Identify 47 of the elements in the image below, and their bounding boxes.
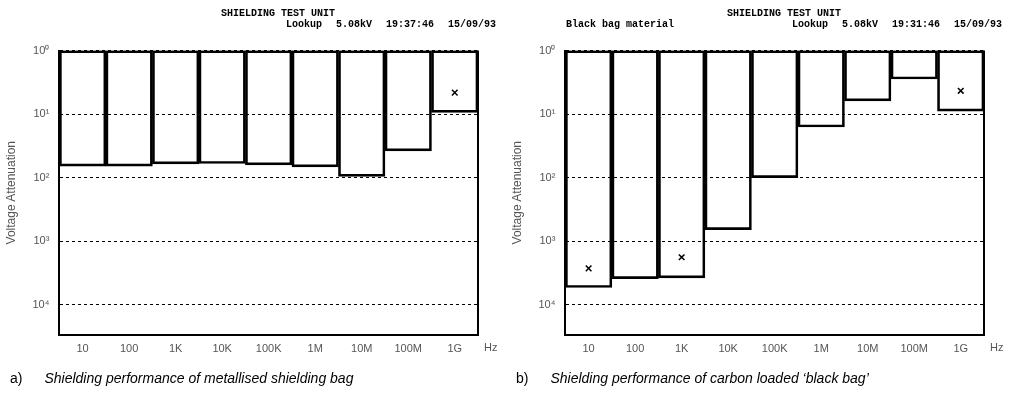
x-tick-label: 10K [212,342,233,355]
y-axis-title: Voltage Attenuation [3,140,18,245]
x-tick-label: 1K [674,342,690,355]
text: 19:31:46 [891,19,940,30]
y-tick-label: 10⁰ [539,43,556,56]
x-tick-label: 1M [307,342,323,355]
x-tick-label: 10K [718,342,739,355]
text: 15/09/93 [447,19,496,30]
y-tick-label: 10² [539,170,556,183]
y-tick-label: 10⁴ [538,297,556,310]
y-tick-label: 10¹ [539,107,556,120]
text: 5.08kV [841,19,878,30]
text: 5.08kV [335,19,372,30]
y-tick-label: 10³ [539,234,556,247]
x-tick-label: 100M [394,342,422,355]
text: Lookup [791,19,828,30]
y-axis-title: Voltage Attenuation [509,140,524,245]
x-tick-label: 10M [351,342,373,355]
x-tick-label: 100 [119,342,139,355]
x-tick-label: 100 [625,342,645,355]
chart-subtitle: Black bag material [566,19,675,30]
text: Shielding performance of metallised shielding bag [44,370,354,386]
x-tick-label: 1G [447,342,463,355]
y-tick-label: 10³ [33,234,50,247]
x-tick-label: 100K [761,342,789,355]
x-tick-label: 100K [255,342,283,355]
text: 15/09/93 [953,19,1002,30]
x-tick-label: 10 [582,342,595,355]
x-tick-label: 10 [76,342,89,355]
text: b) [516,370,529,386]
text: 19:37:46 [385,19,434,30]
x-tick-label: 10M [857,342,879,355]
x-tick-label: 100M [900,342,928,355]
chart-title: SHIELDING TEST UNIT [726,8,842,19]
y-tick-label: 10² [33,170,50,183]
y-tick-label: 10⁰ [33,43,50,56]
text: Lookup [285,19,322,30]
x-axis-title: Hz [990,341,1004,354]
text: Shielding performance of carbon loaded ‘black bag’ [550,370,869,386]
x-tick-label: 1M [813,342,829,355]
x-tick-label: 1K [168,342,184,355]
y-tick-label: 10⁴ [32,297,50,310]
x-tick-label: 1G [953,342,969,355]
chart-title: SHIELDING TEST UNIT [220,8,336,19]
x-axis-title: Hz [484,341,498,354]
y-tick-label: 10¹ [33,107,50,120]
text: a) [10,370,23,386]
